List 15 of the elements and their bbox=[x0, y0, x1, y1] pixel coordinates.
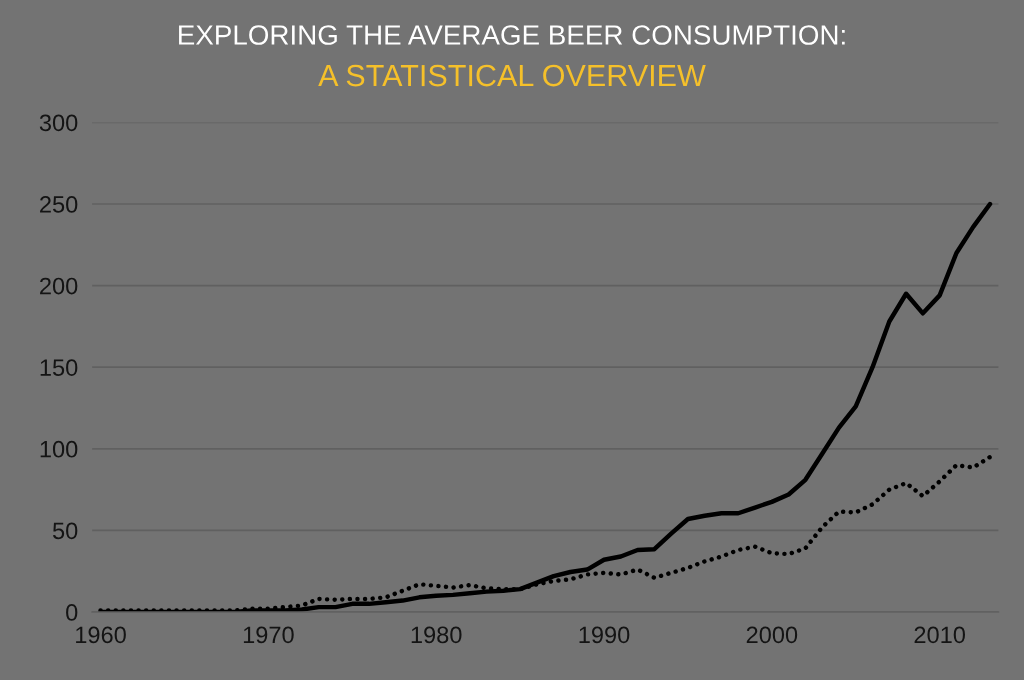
x-tick-label: 1980 bbox=[411, 626, 462, 644]
x-tick-label: 1990 bbox=[579, 626, 630, 644]
x-tick-label: 2000 bbox=[746, 626, 798, 644]
y-tick-label: 100 bbox=[40, 440, 78, 458]
y-tick-label: 0 bbox=[66, 604, 78, 621]
y-tick-label: 250 bbox=[40, 196, 78, 213]
y-tick-label: 50 bbox=[52, 522, 78, 540]
y-tick-label: 200 bbox=[40, 277, 78, 295]
x-tick-label: 2010 bbox=[914, 626, 965, 644]
chart-title: EXPLORING THE AVERAGE BEER CONSUMPTION: bbox=[179, 25, 845, 45]
x-tick-label: 1960 bbox=[76, 626, 126, 644]
y-tick-label: 150 bbox=[40, 359, 78, 376]
y-tick-label: 300 bbox=[39, 114, 78, 132]
x-tick-label: 1970 bbox=[243, 626, 294, 644]
chart-subtitle: A STATISTICAL OVERVIEW bbox=[318, 64, 706, 87]
